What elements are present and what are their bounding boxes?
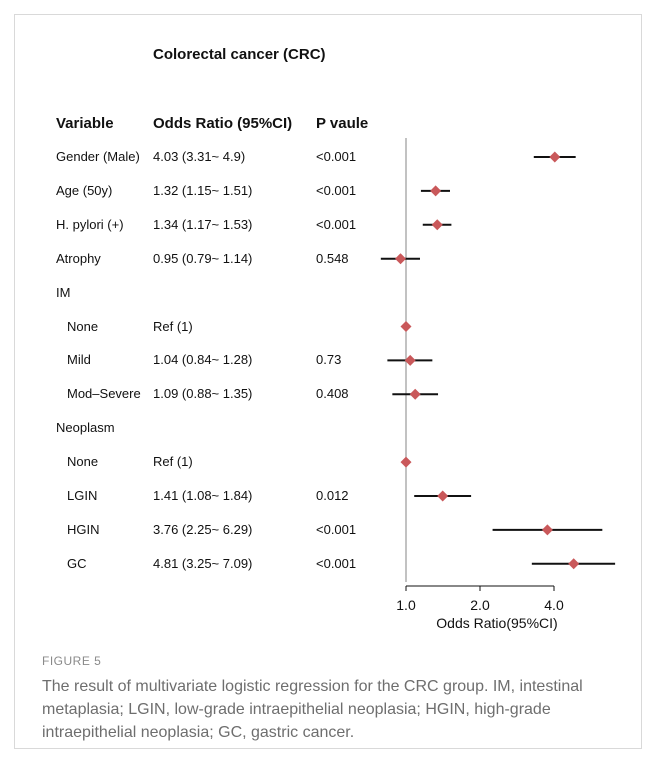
- row-odds-ratio: 4.81 (3.25~ 7.09): [153, 555, 253, 571]
- row-label: Atrophy: [56, 250, 101, 266]
- row-p-value: <0.001: [316, 182, 357, 198]
- row-label: Neoplasm: [56, 420, 115, 436]
- x-tick-label: 1.0: [396, 597, 416, 613]
- row-odds-ratio: 1.34 (1.17~ 1.53): [153, 216, 253, 232]
- row-label: LGIN: [67, 488, 98, 503]
- row-odds-ratio: 4.03 (3.31~ 4.9): [153, 149, 246, 164]
- chart-title: Colorectal cancer (CRC): [153, 46, 326, 63]
- row-odds-ratio: Ref (1): [153, 318, 193, 334]
- figure-frame: [14, 14, 642, 749]
- row-p-value: 0.73: [316, 352, 342, 368]
- odds-ratio-marker: [400, 456, 412, 468]
- row-odds-ratio: Ref (1): [153, 454, 193, 470]
- figure-label: FIGURE 5: [42, 654, 102, 668]
- row-p-value: <0.001: [316, 149, 357, 164]
- odds-ratio-marker: [395, 253, 407, 265]
- odds-ratio-marker: [568, 558, 580, 570]
- row-p-value: 0.548: [316, 250, 349, 266]
- row-p-value: <0.001: [316, 216, 357, 232]
- odds-ratio-marker: [541, 524, 553, 536]
- row-label: Age (50y): [56, 182, 113, 198]
- x-tick-label: 2.0: [470, 597, 490, 613]
- x-tick-label: 4.0: [544, 597, 564, 613]
- header-p-value: P vaule: [316, 115, 369, 132]
- figure-caption: The result of multivariate logistic regr…: [42, 678, 583, 741]
- row-label: None: [67, 318, 99, 334]
- odds-ratio-marker: [400, 321, 412, 332]
- odds-ratio-marker: [431, 219, 443, 231]
- odds-ratio-marker: [409, 388, 421, 400]
- row-label: GC: [67, 555, 87, 571]
- row-label: None: [67, 454, 99, 470]
- row-label: Mod–Severe: [67, 386, 141, 402]
- row-p-value: 0.408: [316, 386, 349, 402]
- header-odds-ratio: Odds Ratio (95%CI): [153, 115, 293, 132]
- row-label: Gender (Male): [56, 149, 140, 164]
- row-odds-ratio: 1.04 (0.84~ 1.28): [153, 352, 253, 368]
- odds-ratio-marker: [404, 354, 416, 366]
- odds-ratio-marker: [430, 185, 442, 197]
- row-label: IM: [56, 284, 71, 300]
- row-odds-ratio: 3.76 (2.25~ 6.29): [153, 521, 253, 537]
- row-odds-ratio: 1.41 (1.08~ 1.84): [153, 488, 253, 503]
- row-p-value: <0.001: [316, 521, 357, 537]
- row-label: H. pylori (+): [56, 216, 124, 232]
- row-odds-ratio: 1.32 (1.15~ 1.51): [153, 182, 253, 198]
- row-label: HGIN: [67, 521, 100, 537]
- x-axis-label: Odds Ratio(95%CI): [436, 615, 557, 631]
- row-odds-ratio: 1.09 (0.88~ 1.35): [153, 386, 253, 402]
- row-p-value: 0.012: [316, 488, 349, 503]
- header-variable: Variable: [56, 115, 114, 132]
- row-p-value: <0.001: [316, 555, 357, 571]
- row-odds-ratio: 0.95 (0.79~ 1.14): [153, 250, 253, 266]
- row-label: Mild: [67, 352, 91, 368]
- odds-ratio-marker: [437, 490, 449, 502]
- odds-ratio-marker: [549, 151, 561, 163]
